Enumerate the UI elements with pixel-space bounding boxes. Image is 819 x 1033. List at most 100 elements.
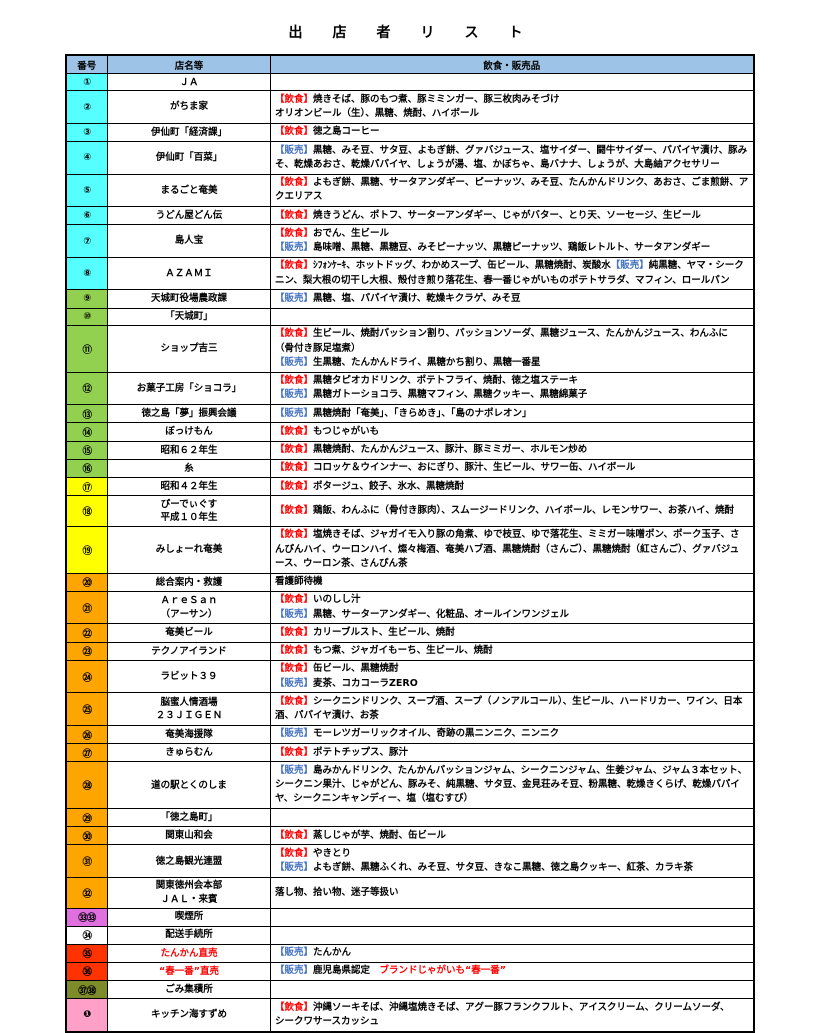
table-body: ① ＪＡ ② がちま家 【飲食】焼きそば、豚のもつ煮、豚ミミンガー、豚三枚肉みそづけ オ… [65, 72, 754, 1033]
items-text: 焼きそば、豚のもつ煮、豚ミミンガー、豚三枚肉みそづけ オリオンビール（生）、黒糖… [275, 93, 560, 120]
items-text: 鶏飯、わんふに（骨付き豚肉）、スムージードリンク、ハイボール、レモンサワー、お茶… [313, 505, 735, 517]
row-number-cell: ㉛ [65, 844, 108, 878]
items-text: 落し物、拾い物、迷子等扱い [275, 886, 399, 898]
items-text: 蒸しじゃが芋、焼酎、缶ビール [313, 829, 447, 841]
food-tag: 【飲食】 [275, 209, 314, 221]
row-number-cell: ⑱ [65, 495, 108, 527]
items-cell: 【飲食】ｼﾌｫﾝｹｰｷ、ホットドッグ、わかめスープ、缶ビール、黒糖焼酎、炭酸水【… [270, 256, 754, 291]
store-name-cell: 喫煙所 [107, 907, 271, 927]
row-number-cell: ① [65, 72, 108, 92]
row-number-cell: ⑬ [65, 404, 108, 424]
items-cell: 【飲食】コロッケ＆ウインナー、おにぎり、豚汁、生ビール、サワー缶、ハイボール [270, 458, 754, 479]
row-number-cell: ⑦ [65, 224, 108, 258]
row-number-cell: ㉕ [65, 692, 108, 726]
food-tag: 【飲食】 [275, 746, 314, 758]
items-cell [270, 307, 754, 326]
row-number-cell: ㉒ [65, 623, 108, 643]
row-number-cell: ⑳ [65, 572, 108, 592]
items-text: 島味噌、黒糖、黒糖豆、みそピーナッツ、黒糖ピーナッツ、鶏飯レトルト、サータアンダ… [313, 242, 711, 254]
food-tag: 【飲食】 [275, 375, 314, 387]
row-number-cell: ⑥ [65, 206, 108, 226]
items-text: 純黒糖、ヤマ・シークニン、梨大根の切干し大根、殻付き煎り落花生、春一番じゃがいも… [275, 260, 744, 286]
table-row: ❶ キッチン海すずめ 【飲食】沖縄ソーキそば、沖縄塩焼きそば、アグー豚フランクフルト… [65, 998, 754, 1033]
items-text: 島みかんドリンク、たんかんパッションジャム、シークニンジャム、生姜ジャム、ジャム… [275, 764, 748, 805]
items-cell: 看護師待機 [270, 572, 754, 592]
store-name-cell: 徳之島「夢」振興会議 [107, 404, 271, 424]
food-tag: 【飲食】 [275, 529, 314, 541]
items-text: コロッケ＆ウインナー、おにぎり、豚汁、生ビール、サワー缶、ハイボール [313, 462, 636, 474]
items-cell: 【飲食】おでん、生ビール 【販売】島味噌、黒糖、黒糖豆、みそピーナッツ、黒糖ピー… [270, 224, 754, 258]
items-text: ポテトチップス、豚汁 [313, 746, 409, 758]
sale-tag: 【販売】 [610, 260, 649, 272]
row-number-cell: ㉜ [65, 876, 108, 909]
items-text: ブランドじゃがいも“春一番” [379, 965, 507, 977]
items-cell: 【飲食】焼きうどん、ポトフ、サーターアンダギー、じゃがバター、とり天、ソーセージ… [270, 206, 754, 226]
items-cell: 【飲食】鶏飯、わんふに（骨付き豚肉）、スムージードリンク、ハイボール、レモンサワ… [270, 495, 754, 527]
food-tag: 【飲食】 [275, 126, 314, 138]
store-name-cell: 総合案内・救護 [107, 572, 271, 592]
items-text: たんかん [313, 947, 352, 959]
items-text: 黒糖、サーターアンダギー、化粧品、オールインワンジェル [313, 608, 570, 620]
store-name-cell: ＡＺＡＭＩ [107, 256, 271, 291]
items-text: 生ビール、焼酎パッション割り、パッションソーダ、黒糖ジュース、たんかんジュース、… [275, 328, 728, 354]
row-number-cell: ⑲ [65, 525, 108, 574]
items-cell: 【飲食】よもぎ餅、黒糖、サータアンダギー、ピーナッツ、みそ豆、たんかんドリンク、… [270, 173, 754, 208]
row-number-cell: ㉓ [65, 641, 108, 661]
items-cell: 【飲食】やきとり 【販売】よもぎ餅、黒糖ふくれ、みそ豆、サタ豆、きなこ黒糖、徳之… [270, 844, 754, 878]
table-row: ⑯ 糸【飲食】コロッケ＆ウインナー、おにぎり、豚汁、生ビール、サワー缶、ハイボール [65, 458, 754, 479]
store-name-cell: ＡｒｅＳａｎ （アーサン） [107, 590, 271, 625]
items-text: 黒糖ガトーショコラ、黒糖マフィン、黒糖クッキー、黒糖綿菓子 [313, 389, 588, 401]
table-row: ㊱ “春一番”直売 【販売】鹿児島県認定 ブランドじゃがいも“春一番” [65, 961, 754, 982]
food-tag: 【飲食】 [275, 425, 314, 437]
items-text: 焼きうどん、ポトフ、サーターアンダギー、じゃがバター、とり天、ソーセージ、生ビー… [313, 209, 701, 221]
row-number-cell: ㉝㉝ [65, 907, 108, 927]
table-row: ㉙「徳之島町」 [65, 808, 754, 828]
items-cell: 【販売】黒糖、みそ豆、サタ豆、よもぎ餅、グァバジュース、塩サイダー、闘牛サイダー… [270, 141, 754, 175]
items-text: 沖縄ソーキそば、沖縄塩焼きそば、アグー豚フランクフルト、アイスクリーム、クリーム… [275, 1001, 730, 1027]
food-tag: 【飲食】 [275, 1001, 314, 1013]
items-cell: 【飲食】蒸しじゃが芋、焼酎、缶ビール [270, 826, 754, 846]
items-cell: 【販売】黒糖、塩、パパイヤ漬け、乾燥キクラゲ、みそ豆 [270, 289, 754, 309]
items-cell: 【飲食】シークニンドリンク、スープ酒、スープ（ノンアルコール）、生ビール、ハード… [270, 692, 754, 726]
row-number-cell: ㉖ [65, 724, 108, 745]
table-row: ⑰ 昭和４２年生 【飲食】ポタージュ、餃子、氷水、黒糖焼酎 [65, 477, 754, 497]
store-name-cell: 徳之島観光連盟 [107, 844, 271, 878]
items-text: いのしし汁 [313, 594, 361, 606]
sale-tag: 【販売】 [275, 144, 314, 156]
food-tag: 【飲食】 [275, 444, 314, 456]
sale-tag: 【販売】 [275, 764, 314, 776]
items-text: 麦茶、コカコーラZERO [313, 677, 418, 689]
items-cell: 【飲食】塩焼きそば、ジャガイモ入り豚の角煮、ゆで枝豆、ゆで落花生、ミミガー味噌ポ… [270, 525, 754, 574]
sale-tag: 【販売】 [275, 947, 314, 959]
table-row: ⑭ ぼっけもん 【飲食】もつじゃがいも [65, 422, 754, 442]
items-cell: 【飲食】ポタージュ、餃子、氷水、黒糖焼酎 [270, 477, 754, 497]
row-number-cell: ⑫ [65, 371, 108, 406]
sale-tag: 【販売】 [275, 356, 314, 368]
items-text: 缶ビール、黒糖焼酎 [313, 663, 399, 675]
items-text: 黒糖焼酎「奄美」、「きらめき」、「島のナポレオン」 [313, 407, 532, 419]
items-text: やきとり [313, 847, 352, 859]
food-tag: 【飲食】 [275, 480, 314, 492]
items-text: 塩焼きそば、ジャガイモ入り豚の角煮、ゆで枝豆、ゆで落花生、ミミガー味噌ポン、ポー… [275, 529, 740, 569]
sale-tag: 【販売】 [275, 292, 314, 304]
food-tag: 【飲食】 [275, 695, 314, 707]
store-name-cell: たんかん直売 [107, 943, 271, 963]
items-cell: 【販売】たんかん [270, 943, 754, 963]
food-tag: 【飲食】 [275, 93, 314, 105]
store-name-cell: ごみ集積所 [107, 980, 271, 1000]
col-header-items: 飲食・販売品 [270, 54, 754, 74]
items-cell: 【飲食】缶ビール、黒糖焼酎 【販売】麦茶、コカコーラZERO [270, 659, 754, 694]
row-number-cell: ㉑ [65, 590, 108, 625]
store-name-cell: 脳蜜人情酒場 ２３ＪＩＧＥＮ [107, 692, 271, 726]
food-tag: 【飲食】 [275, 594, 314, 606]
sale-tag: 【販売】 [275, 677, 314, 689]
store-name-cell: 「天城町」 [107, 307, 271, 326]
items-cell [270, 925, 754, 945]
items-text: 黒糖焼酎、たんかんジュース、豚汁、豚ミミガー、ホルモン炒め [313, 444, 588, 456]
